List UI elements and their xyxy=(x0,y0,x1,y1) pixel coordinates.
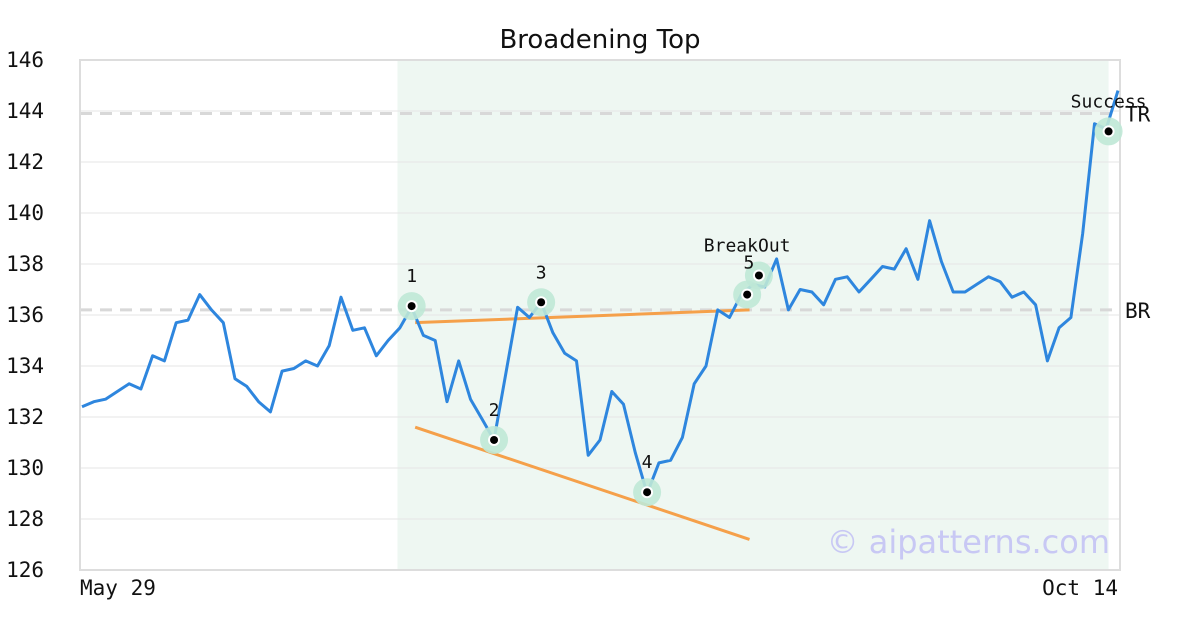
reference-label-br: BR xyxy=(1125,299,1151,323)
point-4-dot xyxy=(643,488,652,497)
point-breakout-label: BreakOut xyxy=(704,236,791,257)
trend-line-upper xyxy=(415,308,750,325)
plot-area: 126 128 130 132 134 136 138 140 142 144 146 TR BR 1 2 3… xyxy=(6,48,1151,582)
y-tick-label: 132 xyxy=(6,405,44,429)
y-tick-label: 144 xyxy=(6,99,44,123)
point-5-dot xyxy=(754,271,763,280)
y-tick-label: 138 xyxy=(6,252,44,276)
price-line xyxy=(81,90,1120,495)
plot-border xyxy=(79,59,1121,571)
y-tick-label: 126 xyxy=(6,558,44,582)
watermark: © aipatterns.com xyxy=(827,523,1110,561)
x-tick-end: Oct 14 xyxy=(1042,576,1118,600)
point-3-label: 3 xyxy=(536,262,547,283)
reference-label-tr: TR xyxy=(1125,103,1151,127)
y-tick-label: 130 xyxy=(6,456,44,480)
y-tick-label: 140 xyxy=(6,201,44,225)
x-tick-start: May 29 xyxy=(80,576,156,600)
y-tick-label: 142 xyxy=(6,150,44,174)
point-2-label: 2 xyxy=(489,400,500,421)
point-breakout-dot xyxy=(743,290,752,299)
trend-line-lower xyxy=(414,425,750,541)
point-4-label: 4 xyxy=(642,452,653,473)
y-tick-label: 136 xyxy=(6,303,44,327)
y-tick-label: 146 xyxy=(6,48,44,72)
point-3-dot xyxy=(537,298,546,307)
point-success-dot xyxy=(1104,127,1113,136)
point-1-dot xyxy=(407,302,416,311)
point-success-label: Success xyxy=(1071,91,1147,112)
chart-title: Broadening Top xyxy=(499,25,700,55)
point-2-dot xyxy=(490,435,499,444)
y-tick-label: 134 xyxy=(6,354,44,378)
y-tick-label: 128 xyxy=(6,507,44,531)
point-1-label: 1 xyxy=(406,266,417,287)
point-5-label: 5 xyxy=(744,252,755,273)
